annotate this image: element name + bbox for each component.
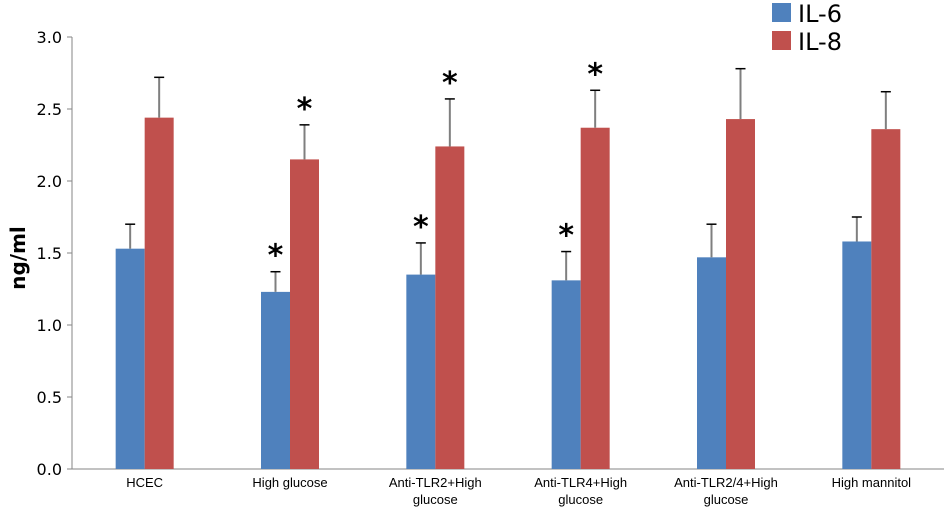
legend-swatch-il-6 [772,3,791,22]
bar-il-8 [290,159,319,469]
significance-marker: * [587,57,603,92]
significance-marker: * [268,239,284,274]
y-tick-label: 2.0 [37,172,62,191]
bar-il-8 [726,119,755,469]
bar-il-8 [871,129,901,469]
bar-il-6 [697,257,726,469]
x-tick-label: High mannitol [832,475,912,490]
y-axis-label: ng/ml [6,226,30,290]
bar-il-8 [580,127,610,469]
significance-marker: * [442,66,458,101]
y-tick-label: 1.5 [37,244,62,263]
axes: 0.0 0.5 1.0 1.5 2.0 2.5 3.0 [37,28,944,479]
x-tick-label: High glucose [252,475,327,490]
legend-label: IL-6 [798,0,842,28]
bar-il-6 [115,248,145,469]
bar-il-6 [842,241,872,469]
x-tick-label: glucose [558,492,603,507]
bar-il-6 [406,274,436,469]
bar-il-8 [435,146,465,469]
significance-marker: * [558,219,574,254]
significance-marker: * [413,210,429,245]
x-tick-label: HCEC [126,475,163,490]
y-tick-label: 3.0 [37,28,62,47]
x-tick-label: Anti-TLR4+High [534,475,627,490]
bar-il-8 [144,117,174,469]
y-tick-label: 0.5 [37,388,62,407]
x-tick-label: Anti-TLR2/4+High [674,475,778,490]
labels: HCEC High glucose Anti-TLR2+High glucose Ant… [126,475,911,507]
x-tick-label: Anti-TLR2+High [389,475,482,490]
y-tick-label: 0.0 [37,460,62,479]
legend: IL-6IL-8 [772,0,842,56]
significance-marker: * [297,92,313,127]
y-tick-label: 1.0 [37,316,62,335]
x-tick-label: glucose [704,492,749,507]
x-tick-label: glucose [413,492,458,507]
bar-il-6 [551,280,581,469]
bars: * * * * * * [115,57,901,469]
bar-il-6 [261,291,290,469]
legend-label: IL-8 [798,28,842,56]
y-tick-label: 2.5 [37,100,62,119]
legend-swatch-il-8 [772,31,791,50]
